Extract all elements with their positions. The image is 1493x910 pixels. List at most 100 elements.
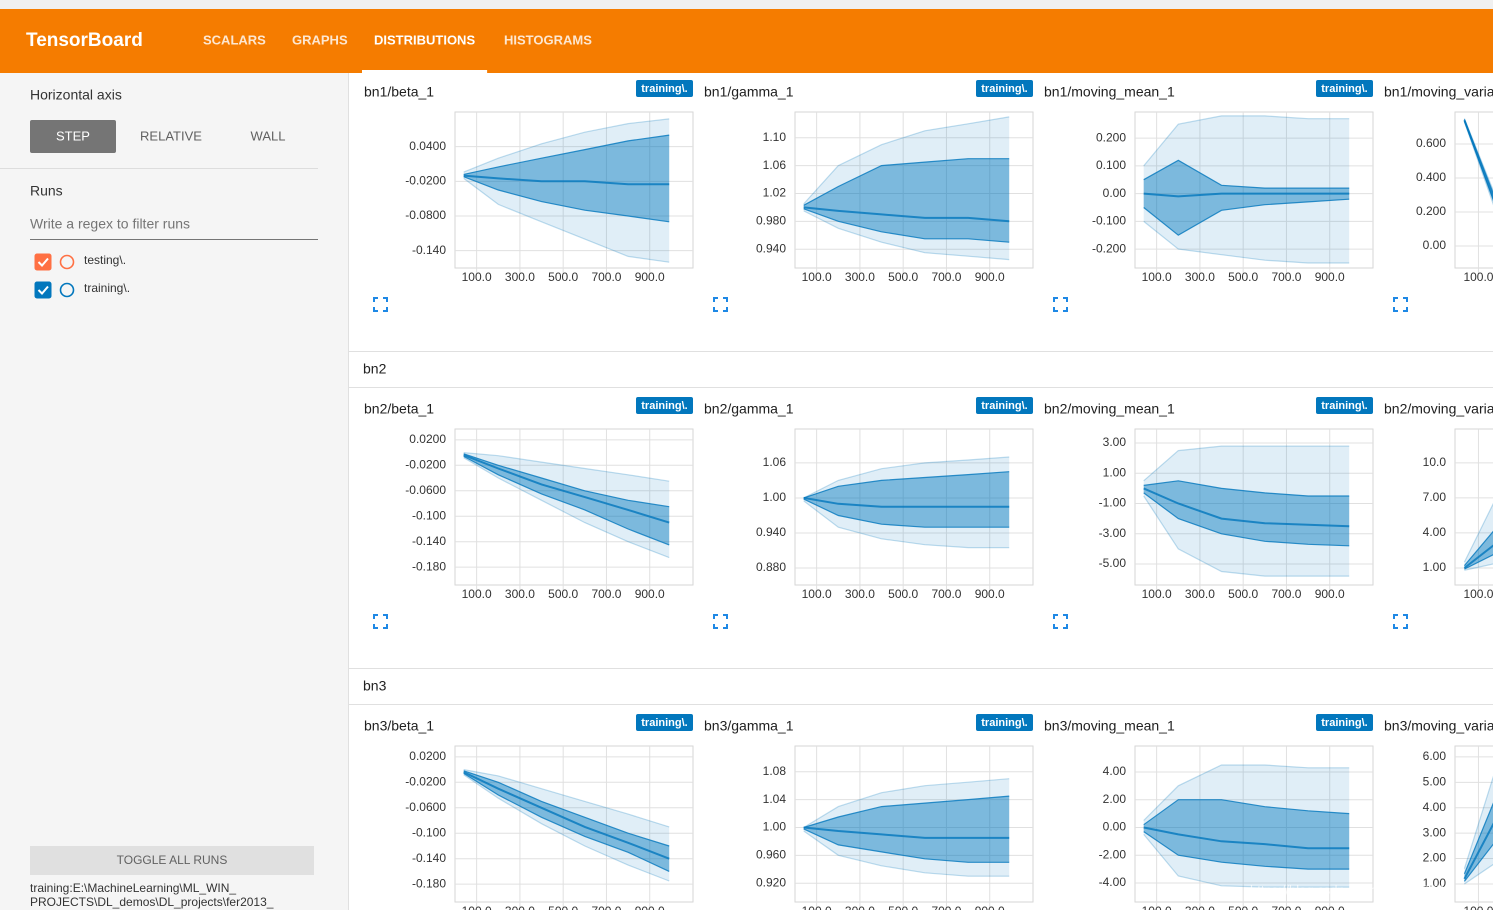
percentile-line bbox=[803, 158, 1010, 206]
toolbar bbox=[0, 9, 1493, 73]
distribution-band bbox=[1464, 804, 1493, 882]
percentile-line bbox=[463, 772, 670, 872]
distribution-card: bn1/moving_varia 0.600 0.400 0.200 0.00 100.0 bbox=[1384, 84, 1493, 312]
x-tick-label: 100.0 bbox=[462, 904, 492, 910]
x-tick-label: 700.0 bbox=[931, 587, 961, 601]
percentile-line bbox=[463, 771, 670, 860]
plot bbox=[803, 778, 1010, 877]
distribution-band bbox=[1143, 115, 1350, 264]
plot bbox=[803, 116, 1010, 261]
section-title: bn3 bbox=[363, 678, 387, 694]
filter-input[interactable]: Write a regex to filter runs bbox=[30, 216, 190, 232]
plot bbox=[463, 452, 670, 559]
distribution-band bbox=[803, 796, 1010, 863]
y-tick-label: 1.00 bbox=[1423, 876, 1447, 890]
x-tick-label: 300.0 bbox=[845, 270, 875, 284]
distribution-band bbox=[1143, 799, 1350, 870]
percentile-line bbox=[1143, 159, 1350, 189]
y-tick-label: 0.0400 bbox=[409, 139, 446, 153]
x-tick-label: 700.0 bbox=[591, 904, 621, 910]
expand-button[interactable] bbox=[1053, 614, 1068, 629]
run-color[interactable] bbox=[59, 282, 75, 298]
y-tick-label: -0.200 bbox=[1092, 241, 1126, 255]
chart-title: bn2/moving_varia bbox=[1384, 401, 1493, 417]
run-tag-label: training\. bbox=[1321, 83, 1367, 95]
axis-option[interactable]: WALL bbox=[251, 128, 286, 143]
expand-button[interactable] bbox=[373, 614, 388, 629]
toggle-button[interactable] bbox=[30, 846, 314, 875]
y-tick-label: -0.0800 bbox=[405, 208, 446, 222]
x-tick-label: 300.0 bbox=[505, 587, 535, 601]
runs-label: Runs bbox=[30, 183, 63, 199]
distribution-card: bn3/gamma_1 training\. 1.08 1.04 1.00 0.960 0.… bbox=[704, 714, 1034, 910]
plot-frame bbox=[1454, 111, 1493, 269]
percentile-line bbox=[803, 456, 1010, 499]
axis-option[interactable]: STEP bbox=[56, 128, 90, 143]
plot-frame bbox=[794, 428, 1034, 586]
y-tick-label: 4.00 bbox=[1423, 800, 1447, 814]
expand-button[interactable] bbox=[713, 614, 728, 629]
chart-title: bn1/moving_varia bbox=[1384, 84, 1493, 100]
x-tick-label: 500.0 bbox=[1228, 270, 1258, 284]
percentile-line bbox=[803, 830, 1010, 877]
expand-button[interactable] bbox=[713, 297, 728, 312]
plot-frame bbox=[1134, 111, 1374, 269]
expand-button[interactable] bbox=[1393, 614, 1408, 629]
y-tick-label: 2.00 bbox=[1103, 792, 1127, 806]
x-tick-label: 100.0 bbox=[802, 904, 832, 910]
x-tick-label: 500.0 bbox=[548, 270, 578, 284]
x-tick-label: 500.0 bbox=[888, 904, 918, 910]
percentile-line bbox=[1143, 492, 1350, 547]
distribution-card: bn2/beta_1 training\. 0.0200 -0.0200 -0.0600… bbox=[364, 397, 694, 629]
y-tick-label: -0.140 bbox=[412, 534, 446, 548]
run-checkbox[interactable] bbox=[34, 281, 52, 299]
run-path: PROJECTS\DL_demos\DL_projects\fer2013_ bbox=[30, 895, 274, 909]
y-tick-label: -0.0200 bbox=[405, 774, 446, 788]
y-tick-label: 1.06 bbox=[763, 455, 787, 469]
percentile-line bbox=[1143, 831, 1350, 870]
x-tick-label: 100.0 bbox=[1142, 904, 1172, 910]
y-tick-label: -0.100 bbox=[412, 508, 446, 522]
percentile-line bbox=[463, 174, 670, 186]
y-tick-label: 1.02 bbox=[763, 186, 787, 200]
y-tick-label: 0.980 bbox=[756, 214, 786, 228]
run-tag-label: training\. bbox=[981, 400, 1027, 412]
main-area: bn1/beta_1 training\. 0.0400 -0.0200 -0.0800… bbox=[349, 80, 1493, 910]
y-tick-label: 0.200 bbox=[1096, 130, 1126, 144]
chart-title: bn3/gamma_1 bbox=[704, 718, 794, 734]
run-color[interactable] bbox=[59, 254, 75, 270]
x-tick-label: 500.0 bbox=[888, 270, 918, 284]
tab[interactable]: HISTOGRAMS bbox=[504, 32, 592, 47]
y-tick-label: -0.0600 bbox=[405, 483, 446, 497]
tab[interactable]: GRAPHS bbox=[292, 32, 348, 47]
percentile-line bbox=[1143, 826, 1350, 850]
y-tick-label: -0.100 bbox=[412, 825, 446, 839]
percentile-line bbox=[463, 455, 670, 546]
axis-label: Horizontal axis bbox=[30, 87, 122, 103]
run-tag bbox=[1316, 80, 1373, 97]
chart-title: bn1/gamma_1 bbox=[704, 84, 794, 100]
chart-title: bn3/moving_varia bbox=[1384, 718, 1493, 734]
distribution-band bbox=[1143, 765, 1350, 888]
expand-button[interactable] bbox=[1053, 297, 1068, 312]
expand-button[interactable] bbox=[1393, 297, 1408, 312]
run-checkbox[interactable] bbox=[34, 253, 52, 271]
distribution-card: bn1/gamma_1 training\. 1.10 1.06 1.02 0.980 0.… bbox=[704, 80, 1034, 312]
x-tick-label: 100.0 bbox=[802, 587, 832, 601]
plot-frame bbox=[794, 111, 1034, 269]
axis-option[interactable]: RELATIVE bbox=[140, 128, 202, 143]
distribution-band bbox=[1143, 160, 1350, 236]
check-mark bbox=[37, 257, 49, 267]
y-tick-label: 0.0200 bbox=[409, 432, 446, 446]
percentile-line bbox=[463, 769, 670, 828]
x-tick-label: 500.0 bbox=[1228, 904, 1258, 910]
y-tick-label: 0.940 bbox=[756, 241, 786, 255]
percentile-line bbox=[463, 774, 670, 882]
chart-title: bn2/beta_1 bbox=[364, 401, 434, 417]
chart-title: bn3/moving_mean_1 bbox=[1044, 718, 1175, 734]
y-tick-label: -0.0200 bbox=[405, 457, 446, 471]
tab[interactable]: SCALARS bbox=[203, 32, 266, 47]
x-tick-label: 700.0 bbox=[1271, 270, 1301, 284]
tab[interactable]: DISTRIBUTIONS bbox=[374, 32, 475, 47]
expand-button[interactable] bbox=[373, 297, 388, 312]
